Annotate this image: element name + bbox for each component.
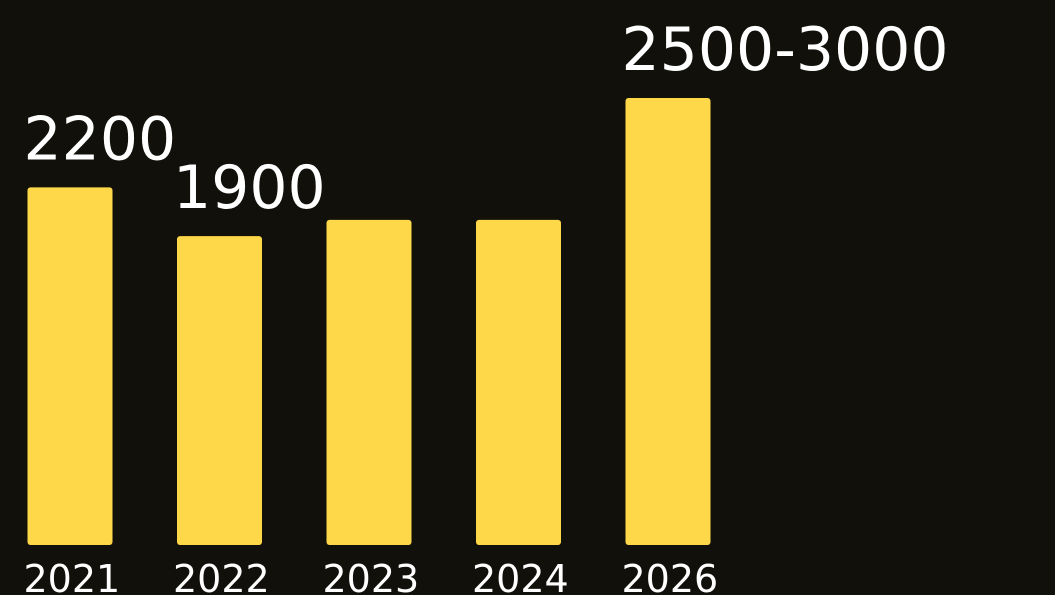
data-label-2021: 2200 [24, 104, 177, 174]
data-label-2022: 1900 [173, 153, 326, 223]
bar-2023 [326, 219, 412, 545]
bar-2024 [476, 219, 561, 545]
x-tick-label-2022: 2022 [173, 557, 270, 595]
x-tick-label-2026: 2026 [622, 557, 719, 595]
bar-2022 [177, 236, 262, 545]
bars-group [27, 98, 711, 545]
x-tick-label-2023: 2023 [323, 557, 420, 595]
data-label-2026: 2500-3000 [622, 15, 949, 85]
bar-2021 [27, 187, 113, 545]
x-tick-label-2024: 2024 [472, 557, 569, 595]
bar-2026 [625, 98, 711, 545]
x-tick-label-2021: 2021 [24, 557, 121, 595]
x-tick-labels-group: 2021 2022 2023 2024 2026 [24, 557, 719, 595]
